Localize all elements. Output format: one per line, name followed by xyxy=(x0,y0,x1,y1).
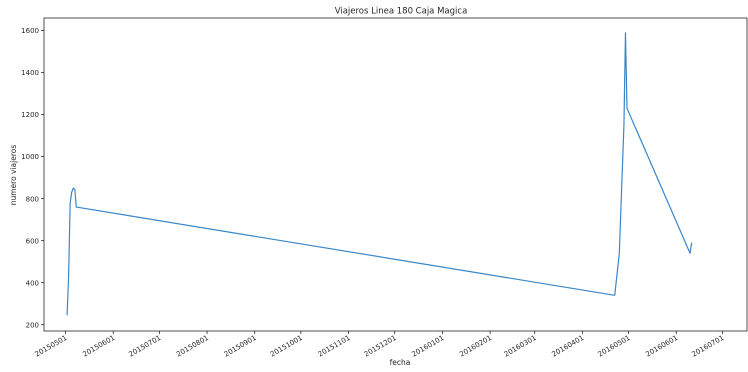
plot-frame xyxy=(43,17,748,332)
x-tick-label: 20150701 xyxy=(128,334,163,359)
y-tick-label: 400 xyxy=(26,279,39,287)
x-tick-label: 20160701 xyxy=(691,334,726,359)
x-tick-label: 20150801 xyxy=(175,334,210,359)
y-tick-label: 800 xyxy=(26,195,39,203)
y-axis: 200 400 600 800 1000 1200 1400 1600 xyxy=(21,27,44,329)
x-tick-label: 20160401 xyxy=(551,334,586,359)
x-tick-label: 20160501 xyxy=(597,334,632,359)
x-tick-label: 20150601 xyxy=(81,334,116,359)
x-axis-label: fecha xyxy=(390,358,411,367)
x-tick-label: 20150501 xyxy=(34,334,69,359)
x-axis: 20150501 20150601 20150701 20150801 20150901… xyxy=(34,331,726,359)
y-tick-label: 1000 xyxy=(21,153,39,161)
chart-title: Viajeros Linea 180 Caja Magica xyxy=(335,7,468,17)
y-tick-label: 1400 xyxy=(21,69,39,77)
x-tick-label: 20151101 xyxy=(317,334,352,359)
y-axis-label: numero viajeros xyxy=(9,145,18,206)
y-tick-label: 200 xyxy=(26,321,39,329)
x-tick-label: 20151201 xyxy=(363,334,398,359)
x-tick-label: 20160101 xyxy=(411,334,446,359)
y-tick-label: 600 xyxy=(26,237,39,245)
x-tick-label: 20151001 xyxy=(269,334,304,359)
series-layer xyxy=(66,32,693,316)
y-tick-label: 1600 xyxy=(21,27,39,35)
x-tick-label: 20160601 xyxy=(644,334,679,359)
y-tick-label: 1200 xyxy=(21,111,39,119)
series-line xyxy=(66,32,693,316)
x-tick-label: 20150901 xyxy=(223,334,258,359)
x-tick-label: 20160301 xyxy=(503,334,538,359)
x-tick-label: 20160201 xyxy=(458,334,493,359)
